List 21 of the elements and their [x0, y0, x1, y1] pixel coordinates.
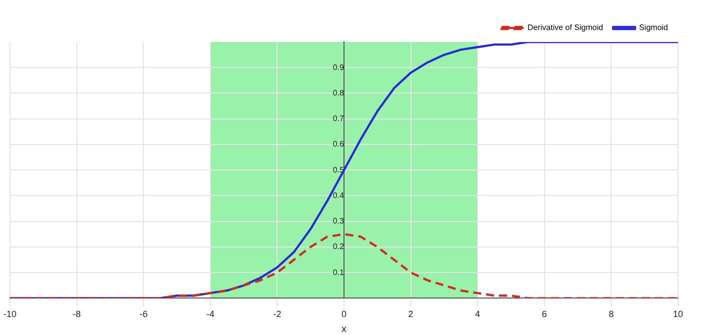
- x-tick-label: 8: [608, 309, 614, 320]
- x-tick-label: -6: [140, 309, 148, 320]
- y-tick-label: 0.7: [332, 114, 345, 124]
- x-tick-label: -8: [72, 309, 81, 320]
- y-tick-label: 0.3: [332, 216, 345, 226]
- y-tick-label: 0.1: [332, 268, 345, 277]
- legend-label: Derivative of Sigmoid: [528, 23, 604, 32]
- y-tick-label: 0.2: [332, 242, 345, 252]
- x-tick-label: -10: [3, 309, 17, 320]
- legend-label: Sigmoid: [639, 23, 668, 32]
- line-series: [10, 233, 678, 298]
- x-tick-label: 10: [672, 309, 684, 320]
- y-tick-label: 0.9: [332, 62, 345, 72]
- x-tick-label: 0: [341, 309, 347, 320]
- x-tick-label: -4: [206, 309, 214, 320]
- y-tick-label: 0.8: [332, 88, 345, 98]
- x-tick-label: -2: [273, 309, 282, 320]
- x-axis-title: x: [342, 324, 346, 335]
- x-tick-label: 4: [475, 309, 480, 320]
- x-tick-label: 6: [542, 309, 547, 320]
- x-tick-label: 2: [408, 309, 414, 320]
